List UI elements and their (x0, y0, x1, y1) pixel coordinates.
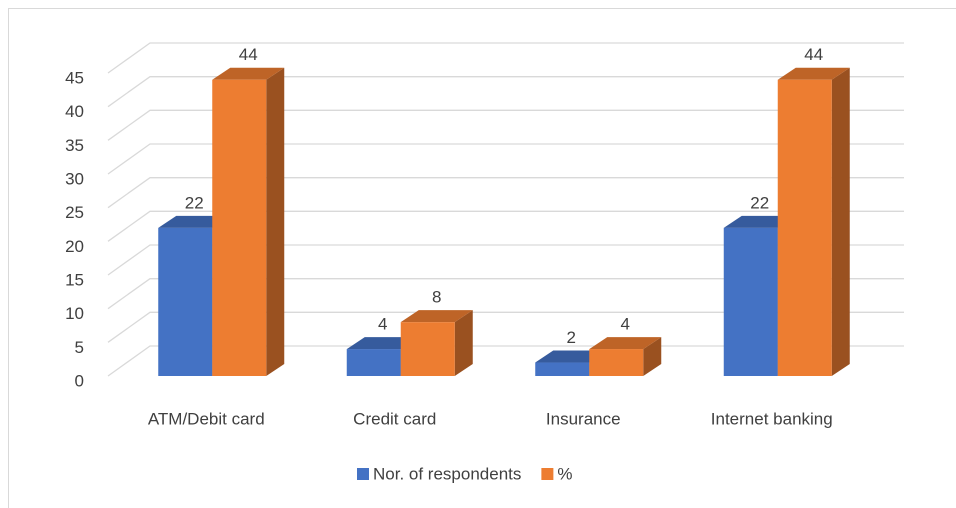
data-label: 44 (239, 45, 258, 64)
y-tick-label: 20 (65, 237, 84, 256)
bar (158, 227, 213, 376)
chart-border (8, 8, 956, 508)
data-label: 4 (621, 315, 630, 334)
x-tick-label: ATM/Debit card (148, 409, 265, 428)
bar-side (831, 67, 850, 376)
bar (777, 79, 832, 376)
grid-line (107, 210, 904, 242)
y-tick-label: 25 (65, 203, 84, 222)
y-tick-label: 5 (75, 338, 84, 357)
bar-side (266, 67, 285, 376)
x-tick-label: Credit card (353, 409, 436, 428)
legend-swatch (541, 468, 554, 480)
data-label: 22 (750, 193, 769, 212)
y-tick-label: 10 (65, 304, 84, 323)
y-tick-label: 30 (65, 169, 84, 188)
y-tick-label: 35 (65, 136, 84, 155)
bar (346, 349, 401, 376)
legend-swatch (357, 468, 369, 480)
grid-line (107, 177, 904, 209)
grid-line (107, 244, 904, 276)
legend-label: % (557, 464, 572, 483)
grid-line (107, 311, 904, 343)
grid-line (107, 109, 904, 141)
y-tick-label: 40 (65, 102, 84, 121)
bar-side (454, 310, 473, 376)
grid-line (107, 278, 904, 310)
bar (723, 227, 778, 376)
x-tick-label: Insurance (546, 409, 621, 428)
bar-top (212, 67, 285, 80)
legend-label: Nor. of respondents (373, 464, 521, 483)
data-label: 2 (567, 328, 576, 347)
grid-line (107, 76, 904, 108)
bar-side (643, 337, 662, 376)
data-label: 4 (378, 315, 387, 334)
y-tick-label: 45 (65, 68, 84, 87)
bar-top (589, 337, 662, 350)
bar-top (777, 67, 850, 80)
x-tick-label: Internet banking (711, 409, 833, 428)
y-tick-label: 15 (65, 270, 84, 289)
data-label: 22 (185, 193, 204, 212)
grid-line (107, 42, 904, 74)
y-tick-label: 0 (75, 371, 84, 390)
bar (400, 322, 455, 376)
bar (589, 349, 644, 376)
bar-top (400, 310, 473, 323)
data-label: 8 (432, 288, 441, 307)
bar (535, 362, 590, 376)
bar (212, 79, 267, 376)
data-label: 44 (804, 45, 823, 64)
grid-line (107, 143, 904, 175)
